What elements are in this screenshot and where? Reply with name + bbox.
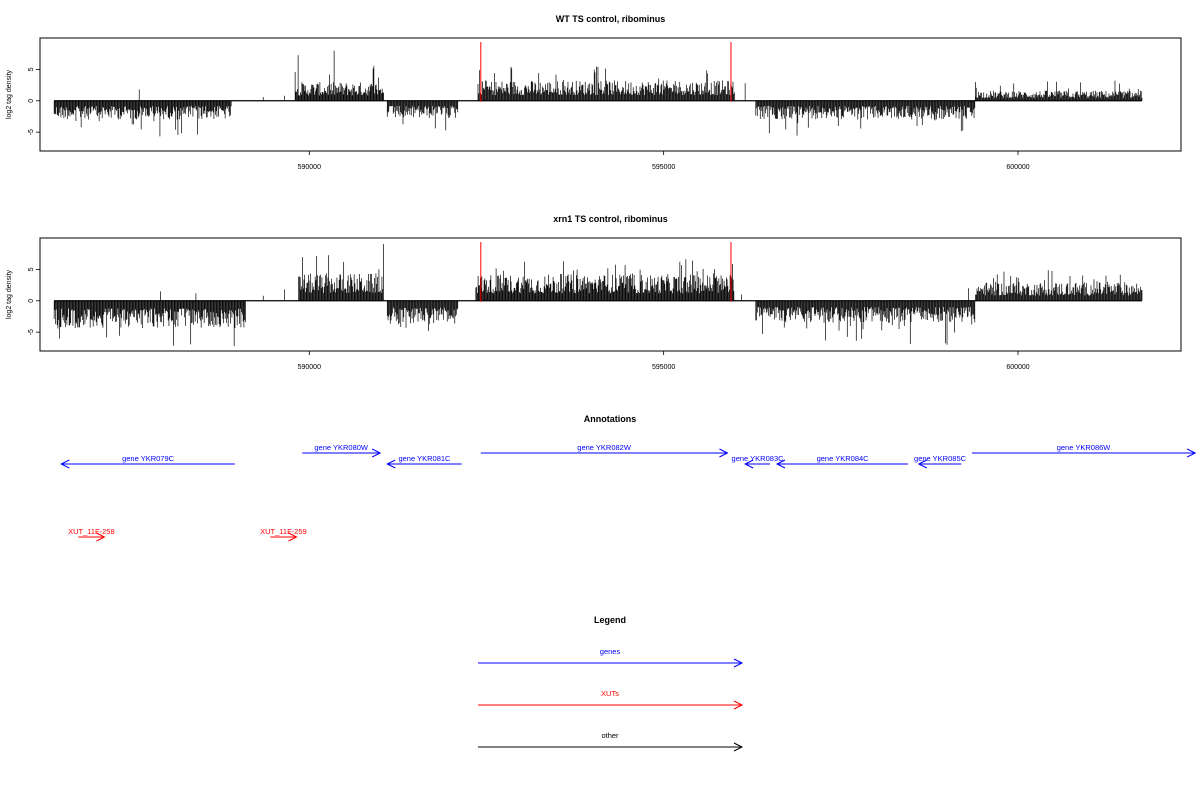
legend-title: Legend [594, 615, 626, 625]
legend-item-genes: genes [478, 647, 744, 668]
annotation-label: XUT_11F-259 [260, 527, 307, 536]
legend-label: genes [600, 647, 621, 656]
signal-bars [53, 50, 1143, 137]
annotation-gene-ykr081c[interactable]: gene YKR081C [386, 454, 462, 469]
annotations-title: Annotations [584, 414, 637, 424]
y-axis-label: log2 tag density [6, 269, 13, 319]
annotation-gene-ykr080w[interactable]: gene YKR080W [302, 443, 382, 458]
x-tick-label: 600000 [1006, 164, 1029, 171]
annotation-label: gene YKR082W [577, 443, 632, 452]
x-tick-label: 590000 [298, 164, 321, 171]
annotation-label: gene YKR086W [1057, 443, 1112, 452]
track-title: xrn1 TS control, ribominus [553, 214, 668, 224]
annotation-gene-ykr086w[interactable]: gene YKR086W [971, 443, 1197, 458]
annotation-label: gene YKR079C [122, 454, 175, 463]
annotation-label: gene YKR085C [914, 454, 967, 463]
annotation-gene-ykr082w[interactable]: gene YKR082W [480, 443, 729, 458]
x-tick-label: 595000 [652, 364, 675, 371]
signal-bars [53, 244, 1143, 347]
y-tick-label: 0 [28, 299, 35, 303]
legend-item-other: other [478, 731, 744, 752]
x-tick-label: 600000 [1006, 364, 1029, 371]
annotation-gene-ykr079c[interactable]: gene YKR079C [60, 454, 235, 469]
annotation-label: gene YKR081C [398, 454, 451, 463]
legend-label: XUTs [601, 689, 619, 698]
annotations-panel: Annotations gene YKR079C gene YKR080W gene … [60, 414, 1197, 542]
x-axis: 590000 595000 600000 [298, 151, 1030, 171]
x-axis: 590000 595000 600000 [298, 351, 1030, 371]
annotation-label: XUT_11F-258 [68, 527, 115, 536]
y-tick-label: 5 [28, 267, 35, 271]
annotation-gene-ykr085c[interactable]: gene YKR085C [914, 454, 967, 469]
legend: Legend genes XUTs other [478, 615, 744, 752]
x-tick-label: 595000 [652, 164, 675, 171]
annotation-xut-11f-258[interactable]: XUT_11F-258 [68, 527, 115, 542]
track-panel-1: WT TS control, ribominus -5 0 5 log2 tag den… [6, 14, 1182, 171]
y-axis: -5 0 5 [28, 267, 41, 335]
annotation-label: gene YKR084C [817, 454, 870, 463]
y-tick-label: -5 [28, 329, 35, 335]
y-axis-label: log2 tag density [6, 69, 13, 119]
annotation-gene-ykr084c[interactable]: gene YKR084C [775, 454, 909, 469]
legend-item-xuts: XUTs [478, 689, 744, 710]
y-tick-label: 5 [28, 67, 35, 71]
annotation-label: gene YKR083C [732, 454, 785, 463]
x-tick-label: 590000 [298, 364, 321, 371]
track-title: WT TS control, ribominus [556, 14, 666, 24]
y-tick-label: -5 [28, 129, 35, 135]
annotation-label: gene YKR080W [314, 443, 369, 452]
annotation-xut-11f-259[interactable]: XUT_11F-259 [260, 527, 307, 542]
track-panel-2: xrn1 TS control, ribominus -5 0 5 log2 tag d… [6, 214, 1182, 371]
y-axis: -5 0 5 [28, 67, 41, 135]
legend-label: other [601, 731, 619, 740]
y-tick-label: 0 [28, 99, 35, 103]
annotation-gene-ykr083c[interactable]: gene YKR083C [732, 454, 785, 469]
